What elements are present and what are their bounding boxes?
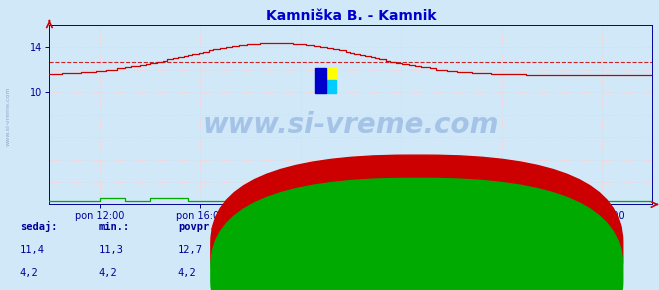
Text: 4,2: 4,2 (99, 269, 117, 278)
Text: povpr.:: povpr.: (178, 222, 221, 232)
Text: Kamniška B. - Kamnik: Kamniška B. - Kamnik (409, 222, 534, 232)
Bar (326, 80, 337, 93)
Text: www.si-vreme.com: www.si-vreme.com (5, 86, 11, 146)
Text: 14,4: 14,4 (257, 245, 282, 255)
Text: temperatura[C]: temperatura[C] (432, 245, 519, 255)
Text: 4,4: 4,4 (257, 269, 275, 278)
Bar (315, 68, 326, 93)
Text: 11,4: 11,4 (20, 245, 45, 255)
Text: maks.:: maks.: (257, 222, 295, 232)
Text: pretok[m3/s]: pretok[m3/s] (432, 269, 507, 278)
Bar (326, 68, 337, 80)
Text: 4,2: 4,2 (20, 269, 38, 278)
Text: min.:: min.: (99, 222, 130, 232)
Text: sedaj:: sedaj: (20, 221, 57, 232)
Title: Kamniška B. - Kamnik: Kamniška B. - Kamnik (266, 10, 436, 23)
Text: 11,3: 11,3 (99, 245, 124, 255)
Text: 4,2: 4,2 (178, 269, 196, 278)
Text: 12,7: 12,7 (178, 245, 203, 255)
Text: www.si-vreme.com: www.si-vreme.com (203, 111, 499, 139)
